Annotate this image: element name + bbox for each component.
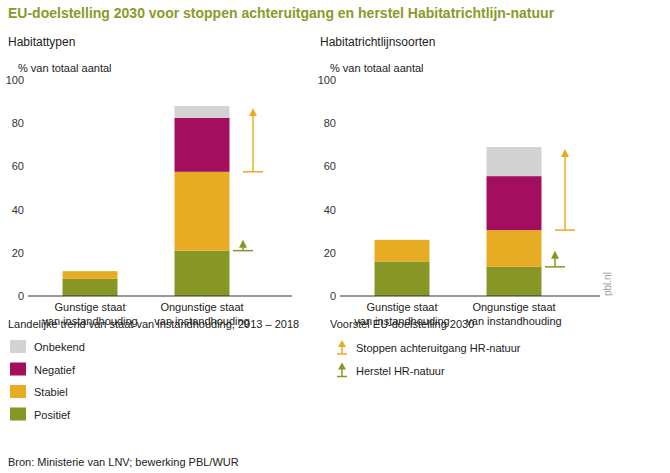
arrow-legend-label: Stoppen achteruitgang HR-natuur — [356, 342, 521, 354]
label-line: van instandhouding — [466, 315, 561, 327]
y-tick — [338, 252, 340, 253]
legend-swatch — [10, 363, 26, 376]
y-tick-label: 80 — [324, 117, 336, 129]
arrow-shaft — [252, 114, 254, 172]
chart-0: Habitattypen % van totaal aantal 0 20 40 60 80… — [6, 35, 292, 327]
arrow-legend-icon — [337, 340, 347, 354]
bar: Negatief — [375, 239, 430, 240]
y-tick — [26, 80, 28, 81]
watermark: pbl.nl — [602, 272, 613, 296]
target-arrow: Herstel HR-natuur — [545, 251, 565, 267]
bar: Stabiel — [487, 230, 542, 267]
arrow-head — [239, 240, 247, 248]
bar: Onbekend — [63, 271, 118, 272]
legend-label: Negatief — [34, 364, 76, 376]
x-axis-line — [340, 296, 600, 297]
arrow-shaft — [564, 155, 566, 230]
plot-area: PositiefStabielNegatiefOnbekendPositiefS… — [63, 106, 264, 296]
y-tick — [338, 166, 340, 167]
chart-1: Habitatrichtlijnsoorten % van totaal aant… — [318, 35, 600, 327]
legend-swatch — [10, 408, 26, 421]
x-axis-line — [28, 296, 292, 297]
bar: Positief — [375, 261, 430, 296]
label-line: Gunstige staat — [367, 301, 438, 313]
bar: Negatief — [487, 176, 542, 230]
chart-root: EU-doelstelling 2030 voor stoppen achter… — [0, 0, 670, 473]
bar: Stabiel — [63, 271, 118, 279]
target-arrow: Stoppen achteruitgang HR-natuur — [555, 149, 575, 230]
arrow-head — [561, 149, 569, 157]
y-axis-label: % van totaal aantal — [18, 62, 112, 74]
arrow-legend-icon — [337, 363, 347, 377]
chart-title: Habitatrichtlijnsoorten — [320, 35, 435, 49]
y-tick-label: 40 — [12, 204, 24, 216]
legend-label: Stabiel — [34, 386, 68, 398]
arrow-legend-label: Herstel HR-natuur — [356, 365, 445, 377]
legend-label: Onbekend — [34, 341, 85, 353]
arrow-legend-title: Voorstel EU-doelstelling 2030 — [330, 318, 474, 330]
bar: Positief — [63, 279, 118, 296]
y-tick-label: 60 — [324, 160, 336, 172]
y-axis-label: % van totaal aantal — [330, 62, 424, 74]
y-tick-label: 100 — [318, 74, 336, 86]
source: Bron: Ministerie van LNV; bewerking PBL/… — [8, 456, 239, 468]
legend-title: Landelijke trend van staat van instandho… — [8, 318, 299, 330]
y-tick — [338, 209, 340, 210]
target-arrow — [233, 240, 253, 251]
bar: Negatief — [63, 271, 118, 272]
label-line: Ongunstige staat — [160, 301, 243, 313]
bar: Positief — [175, 251, 230, 296]
target-arrow — [243, 108, 263, 172]
bar: Onbekend — [487, 147, 542, 176]
label-line: Gunstige staat — [55, 301, 126, 313]
arrow-head — [551, 251, 559, 259]
chart-title: Habitattypen — [8, 35, 75, 49]
legend-swatch — [10, 385, 26, 398]
label-line: Ongunstige staat — [472, 301, 555, 313]
y-tick — [26, 252, 28, 253]
icon-head — [338, 340, 346, 347]
bar: Positief — [487, 267, 542, 296]
y-tick-label: 0 — [18, 290, 24, 302]
legend-label: Positief — [34, 409, 71, 421]
plot-area: PositiefStabielNegatiefOnbekendPositiefS… — [375, 147, 576, 296]
y-tick — [26, 296, 28, 297]
bar: Negatief — [175, 118, 230, 172]
y-tick-label: 60 — [12, 160, 24, 172]
x-tick-label: Ongunstige staat van instandhouding — [466, 301, 561, 327]
bar: Onbekend — [375, 239, 430, 240]
y-tick — [338, 80, 340, 81]
legend-swatch — [10, 340, 26, 353]
y-tick — [26, 166, 28, 167]
y-tick — [26, 123, 28, 124]
arrow-head — [249, 108, 257, 116]
bar: Onbekend — [175, 106, 230, 118]
title: EU-doelstelling 2030 voor stoppen achter… — [8, 5, 555, 21]
bar: Stabiel — [175, 172, 230, 251]
y-tick-label: 20 — [12, 247, 24, 259]
y-tick-label: 80 — [12, 117, 24, 129]
icon-head — [338, 363, 346, 370]
y-tick-label: 0 — [330, 290, 336, 302]
y-tick — [338, 296, 340, 297]
y-tick-label: 20 — [324, 247, 336, 259]
y-tick — [338, 123, 340, 124]
y-tick-label: 100 — [6, 74, 24, 86]
y-tick-label: 40 — [324, 204, 336, 216]
bar: Stabiel — [375, 240, 430, 262]
y-tick — [26, 209, 28, 210]
